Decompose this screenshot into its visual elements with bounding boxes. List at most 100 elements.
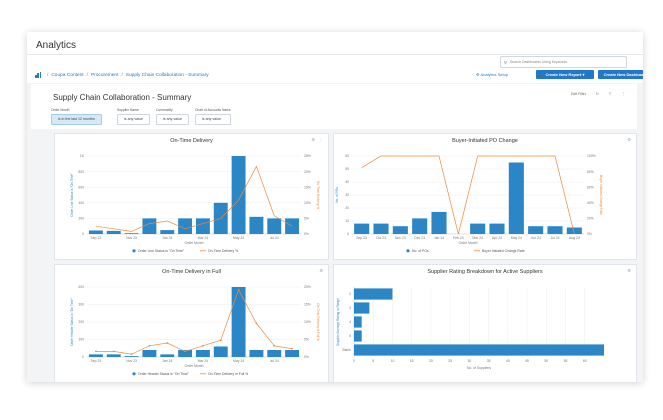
gear-icon[interactable]: ⚙	[627, 137, 631, 142]
page-title: Supply Chain Collaboration - Summary	[53, 93, 192, 102]
y-tick-label: 200	[78, 320, 84, 324]
bar	[249, 216, 264, 234]
card-tools: ⚙ ⋮	[311, 137, 323, 142]
line-point	[130, 353, 133, 356]
bar	[285, 350, 300, 357]
bar	[178, 350, 193, 357]
x-tick-label: Mar 24	[198, 359, 209, 363]
filter-value[interactable]: is any value	[156, 114, 189, 125]
y-tick-label: 0	[82, 355, 84, 359]
bar	[508, 162, 524, 234]
bar	[566, 227, 582, 234]
filter-value[interactable]: is any value	[195, 114, 231, 125]
line-point	[255, 322, 258, 325]
y-tick-label: 3	[349, 306, 351, 310]
x-tick-label: 30	[467, 359, 471, 363]
bar	[142, 350, 157, 357]
filter-chart-of-accounts[interactable]: Chart of Accounts Name is any value	[195, 108, 231, 125]
breadcrumb-item-2[interactable]: Supply Chain Collaboration - Summary	[125, 72, 209, 78]
y2-tick-label: 5%	[304, 338, 309, 342]
y-tick-label: 30	[345, 193, 349, 197]
y-axis-label: Order Line Status is "On Time"	[70, 173, 74, 216]
gear-icon[interactable]: ⚙	[319, 268, 323, 273]
bar	[106, 230, 121, 234]
x-tick-label: Jul 24	[270, 236, 279, 240]
filter-value[interactable]: is in the last 12 months	[51, 114, 102, 125]
bar	[354, 316, 362, 328]
chart-title: On-Time Delivery in Full	[162, 269, 221, 275]
filter-value[interactable]: is any value	[117, 114, 150, 125]
y2-tick-label: 15%	[304, 185, 311, 189]
more-icon[interactable]: ⋮	[621, 92, 626, 96]
bar	[160, 230, 175, 234]
y-axis-label: No. of POs	[335, 187, 339, 203]
line-point	[95, 350, 97, 353]
bar	[412, 218, 428, 234]
x-tick-label: 40	[506, 359, 510, 363]
setup-icon: ⚙	[476, 72, 481, 77]
y-tick-label: 2	[349, 292, 351, 296]
x-tick-label: Jan 24	[162, 236, 172, 240]
create-dashboard-button[interactable]: Create New Dashboard	[598, 70, 643, 79]
x-tick-label: Nov 23	[395, 236, 406, 240]
bar	[124, 233, 139, 234]
filter-label: Supplier Name	[117, 108, 139, 112]
line-point	[112, 350, 115, 353]
x-tick-label: Oct 23	[376, 236, 386, 240]
line-point	[148, 344, 151, 347]
create-report-label: Create New Report	[545, 72, 582, 77]
x-axis-label: Order Month	[458, 241, 477, 245]
refresh-icon[interactable]: ↻	[595, 92, 599, 96]
legend-label: No. of POs	[412, 249, 429, 253]
y2-tick-label: 5%	[304, 217, 309, 221]
x-axis-label: No. of Suppliers	[467, 366, 491, 370]
bar	[547, 226, 563, 234]
breadcrumb-item-1[interactable]: Procurement	[90, 72, 119, 78]
y2-tick-label: 0%	[304, 355, 309, 359]
edit-filter-button[interactable]: Edit Filter	[571, 92, 586, 96]
create-report-button[interactable]: Create New Report ▾	[536, 70, 594, 79]
y-tick-label: 4	[349, 320, 351, 324]
y2-tick-label: 20%	[304, 170, 311, 174]
search-input[interactable]: ⚲ Search Dashboards Using Keywords	[500, 56, 627, 68]
y-tick-label: 0	[347, 232, 349, 236]
legend-label: Order Line Status is "On Time"	[138, 249, 185, 253]
x-axis-label: Order Month	[184, 364, 203, 368]
y2-tick-label: 10%	[304, 201, 311, 205]
x-tick-label: Jul 24	[270, 359, 279, 363]
y2-tick-label: 0%	[304, 232, 309, 236]
filter-supplier-name[interactable]: Supplier Name is any value	[117, 108, 150, 125]
chevron-down-icon: ▾	[581, 72, 585, 77]
filter-label: Chart of Accounts Name	[195, 108, 231, 112]
search-placeholder: Search Dashboards Using Keywords	[509, 60, 568, 64]
x-tick-label: 15	[410, 359, 414, 363]
filter-commodity[interactable]: Commodity is any value	[156, 108, 189, 125]
x-tick-label: May 24	[511, 236, 522, 240]
card-tools: ⚙	[319, 268, 323, 273]
bar	[213, 346, 228, 357]
bar	[249, 350, 264, 357]
x-tick-label: Mar 24	[472, 236, 483, 240]
analytics-bars-icon[interactable]	[35, 72, 42, 78]
more-icon[interactable]: ⋮	[319, 137, 323, 142]
y2-tick-label: 25%	[304, 154, 311, 158]
y-tick-label: 300	[78, 303, 84, 307]
bar	[470, 223, 486, 234]
analytics-setup-link[interactable]: ⚙ Analytics Setup	[476, 72, 508, 77]
gear-icon[interactable]: ⚙	[627, 268, 631, 273]
breadcrumb-item-0[interactable]: Coupa Content	[51, 72, 84, 78]
legend-label: On-Time Delivery %	[208, 249, 238, 253]
gear-icon[interactable]: ⚙	[311, 137, 315, 142]
dashboard-area: Supply Chain Collaboration - Summary Edi…	[27, 83, 643, 382]
y2-tick-label: 60%	[587, 185, 594, 189]
x-tick-label: 20	[429, 359, 433, 363]
y-tick-label: 0	[82, 232, 84, 236]
bar	[178, 218, 193, 234]
y-tick-label: 50	[345, 167, 349, 171]
x-tick-label: Jan 24	[162, 359, 172, 363]
filter-order-month[interactable]: Order Month is in the last 12 months	[51, 108, 102, 125]
y-axis-label: Order Header Status is "On Time"	[70, 298, 74, 346]
filter-icon[interactable]: ▽	[608, 92, 612, 96]
x-tick-label: 5	[372, 359, 374, 363]
legend-marker-bars	[132, 372, 136, 376]
